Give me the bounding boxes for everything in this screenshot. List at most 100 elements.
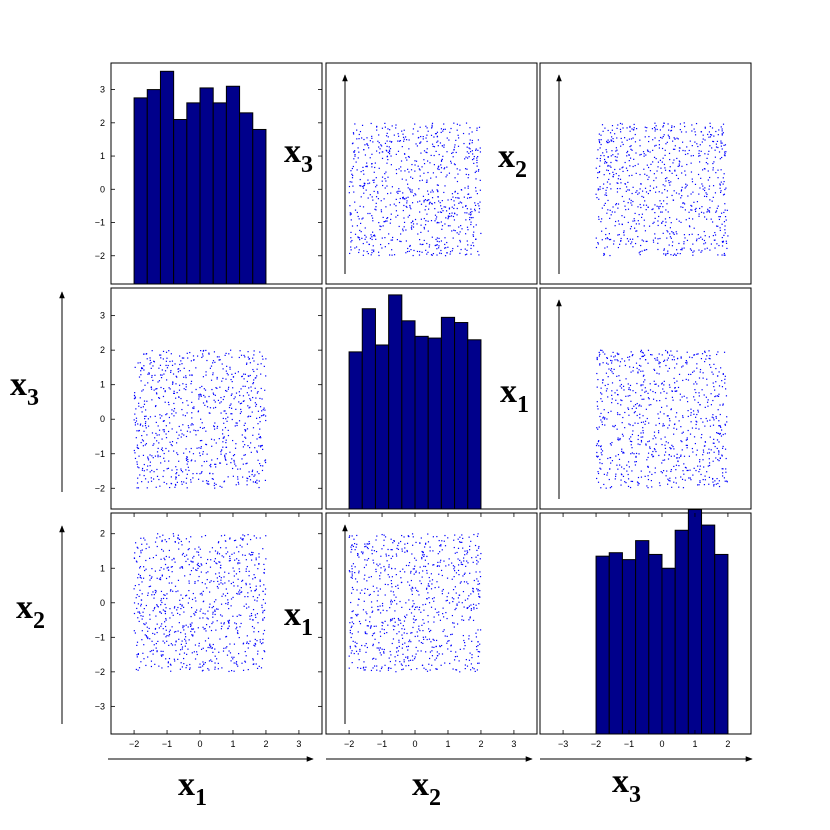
scatter-point bbox=[597, 149, 599, 151]
scatter-point bbox=[183, 611, 185, 613]
scatter-point bbox=[376, 129, 378, 131]
scatter-point bbox=[233, 662, 235, 664]
scatter-point bbox=[598, 440, 600, 442]
scatter-point bbox=[698, 249, 700, 251]
scatter-point bbox=[431, 655, 434, 657]
scatter-point bbox=[144, 418, 146, 420]
scatter-point bbox=[699, 459, 701, 461]
scatter-point bbox=[180, 607, 182, 610]
scatter-point bbox=[411, 632, 413, 634]
scatter-point bbox=[653, 221, 655, 223]
scatter-point bbox=[185, 642, 187, 644]
scatter-point bbox=[154, 415, 156, 417]
scatter-point bbox=[450, 215, 453, 217]
scatter-point bbox=[154, 374, 156, 376]
scatter-point bbox=[157, 606, 159, 608]
scatter-point bbox=[604, 162, 606, 164]
scatter-point bbox=[654, 212, 656, 214]
scatter-point bbox=[377, 590, 379, 592]
scatter-point bbox=[612, 171, 614, 173]
scatter-point bbox=[632, 137, 634, 139]
scatter-point bbox=[478, 596, 481, 598]
scatter-point bbox=[690, 373, 692, 376]
scatter-point bbox=[197, 551, 200, 553]
scatter-point bbox=[349, 647, 352, 649]
scatter-point bbox=[466, 551, 469, 553]
scatter-point bbox=[159, 417, 161, 419]
scatter-point bbox=[247, 445, 249, 447]
scatter-point bbox=[223, 647, 225, 649]
scatter-point bbox=[232, 454, 235, 457]
scatter-point bbox=[448, 207, 451, 209]
scatter-point bbox=[385, 171, 387, 173]
scatter-point bbox=[665, 221, 667, 223]
x-tick-label: −3 bbox=[558, 739, 568, 749]
scatter-point bbox=[177, 537, 179, 539]
scatter-point bbox=[598, 140, 601, 142]
scatter-point bbox=[622, 143, 624, 146]
scatter-point bbox=[226, 646, 228, 648]
scatter-point bbox=[383, 534, 385, 536]
scatter-point bbox=[417, 201, 419, 203]
scatter-point bbox=[140, 374, 142, 376]
scatter-point bbox=[615, 172, 617, 175]
scatter-point bbox=[629, 366, 631, 368]
scatter-point bbox=[599, 462, 601, 464]
scatter-point bbox=[699, 371, 701, 373]
scatter-point bbox=[351, 586, 354, 589]
scatter-point bbox=[216, 427, 218, 429]
scatter-point bbox=[717, 395, 719, 397]
scatter-point bbox=[192, 473, 194, 475]
scatter-point bbox=[181, 648, 183, 650]
scatter-point bbox=[440, 131, 442, 134]
scatter-point bbox=[435, 668, 437, 670]
scatter-point bbox=[382, 609, 384, 611]
scatter-point bbox=[251, 473, 253, 476]
scatter-point bbox=[436, 565, 438, 567]
scatter-point bbox=[674, 170, 676, 172]
scatter-point bbox=[611, 125, 614, 127]
scatter-point bbox=[625, 209, 627, 211]
scatter-point bbox=[144, 478, 147, 480]
scatter-point bbox=[363, 138, 365, 141]
scatter-point bbox=[646, 459, 648, 461]
scatter-point bbox=[683, 243, 685, 245]
scatter-point bbox=[713, 419, 715, 421]
scatter-point bbox=[463, 196, 465, 198]
scatter-point bbox=[663, 253, 665, 255]
scatter-point bbox=[600, 221, 602, 223]
scatter-point bbox=[199, 440, 202, 442]
scatter-point bbox=[419, 200, 421, 202]
scatter-point bbox=[164, 370, 167, 372]
scatter-point bbox=[701, 353, 704, 355]
scatter-point bbox=[623, 468, 625, 470]
scatter-point bbox=[671, 396, 674, 398]
scatter-point bbox=[662, 126, 664, 128]
scatter-point bbox=[704, 235, 706, 237]
scatter-point bbox=[427, 208, 430, 210]
scatter-point bbox=[662, 470, 665, 472]
scatter-point bbox=[696, 367, 698, 369]
scatter-point bbox=[420, 537, 422, 539]
scatter-point bbox=[661, 172, 663, 174]
scatter-point bbox=[477, 662, 479, 664]
scatter-point bbox=[176, 612, 179, 614]
scatter-point bbox=[389, 151, 391, 153]
scatter-point bbox=[690, 249, 693, 251]
scatter-point bbox=[685, 378, 687, 381]
scatter-point bbox=[701, 250, 703, 252]
scatter-point bbox=[673, 465, 675, 468]
scatter-point bbox=[363, 192, 365, 194]
scatter-point bbox=[451, 206, 453, 208]
scatter-point bbox=[165, 351, 168, 353]
scatter-point bbox=[243, 535, 246, 537]
scatter-point bbox=[405, 240, 407, 242]
scatter-point bbox=[387, 583, 389, 586]
scatter-point bbox=[239, 403, 241, 405]
scatter-point bbox=[249, 398, 251, 400]
scatter-point bbox=[404, 547, 406, 549]
scatter-point bbox=[367, 197, 369, 199]
scatter-point bbox=[257, 423, 259, 425]
y-tick-label: −1 bbox=[95, 449, 105, 459]
scatter-point bbox=[651, 486, 653, 488]
